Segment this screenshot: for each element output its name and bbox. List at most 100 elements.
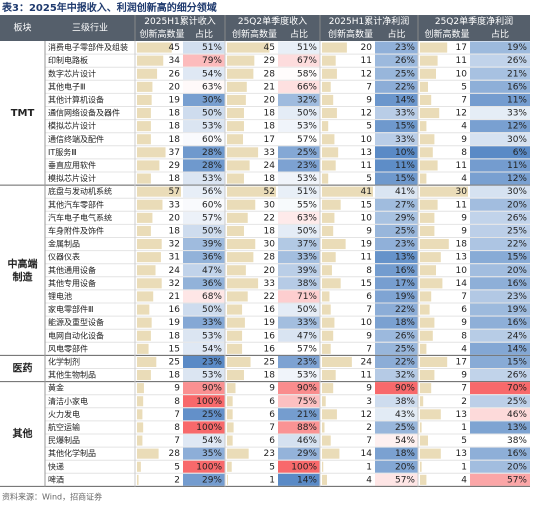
count-value: 33 (169, 200, 180, 210)
count-value: 5 (269, 462, 275, 472)
count-bar (322, 252, 336, 263)
industry-name: 通信终端及配件 (48, 134, 104, 144)
share-cell (470, 434, 530, 447)
share-cell (278, 54, 320, 67)
count-bar (420, 356, 448, 367)
share-value: 15% (395, 122, 415, 132)
count-value: 19 (264, 318, 276, 328)
share-cell (183, 172, 225, 185)
count-value: 18 (169, 174, 181, 184)
count-value: 11 (456, 200, 467, 210)
count-bar (322, 330, 334, 341)
count-bar (420, 160, 438, 171)
share-value: 28% (202, 161, 222, 171)
sector-name: 其他 (13, 427, 33, 440)
count-bar (227, 81, 247, 92)
share-cell (183, 382, 225, 395)
share-cell (183, 277, 225, 290)
header-cell: 创新高数量 (424, 28, 469, 40)
share-value: 57% (297, 344, 317, 354)
share-cell (375, 447, 418, 460)
share-value: 15% (507, 253, 527, 263)
industry-name: 能源及重型设备 (48, 317, 104, 327)
count-bar (227, 225, 244, 236)
count-value: 12 (456, 109, 467, 119)
count-value: 18 (169, 331, 181, 341)
share-cell (183, 251, 225, 264)
count-value: 22 (264, 213, 275, 223)
count-bar (227, 134, 244, 145)
share-value: 22% (395, 305, 415, 315)
share-cell (183, 369, 225, 382)
count-value: 6 (461, 305, 467, 315)
share-cell (470, 80, 530, 93)
count-value: 16 (264, 344, 276, 354)
count-value: 2 (461, 397, 467, 407)
count-value: 4 (461, 174, 467, 184)
count-bar (420, 304, 430, 315)
count-bar (420, 265, 436, 276)
count-bar (322, 173, 329, 184)
count-value: 11 (361, 56, 372, 66)
industry-name: 家电零部件Ⅲ (48, 304, 94, 314)
count-value: 2 (174, 475, 180, 485)
share-cell (278, 41, 320, 54)
share-cell (470, 159, 530, 172)
share-value: 37% (297, 240, 317, 250)
share-value: 29% (202, 475, 222, 485)
share-value: 23% (507, 292, 527, 302)
count-bar (420, 81, 428, 92)
count-bar (322, 356, 352, 367)
header-cell: 占比 (491, 28, 509, 40)
share-value: 63% (297, 213, 317, 223)
count-bar (322, 291, 330, 302)
industry-name: 电网自动化设备 (48, 330, 104, 340)
share-cell (183, 93, 225, 106)
count-value: 25 (264, 357, 275, 367)
share-value: 100% (291, 462, 317, 472)
share-cell (470, 447, 530, 460)
share-value: 75% (297, 397, 317, 407)
count-value: 20 (361, 43, 373, 53)
share-value: 90% (297, 384, 317, 394)
share-value: 12% (507, 174, 527, 184)
count-bar (322, 225, 334, 236)
share-cell (470, 67, 530, 80)
header-cell: 创新高数量 (328, 28, 373, 40)
share-value: 26% (395, 56, 415, 66)
share-cell (183, 264, 225, 277)
share-value: 17% (395, 279, 415, 289)
count-bar (137, 160, 160, 171)
share-cell (375, 185, 418, 198)
share-cell (375, 382, 418, 395)
count-value: 18 (264, 174, 276, 184)
count-bar (137, 330, 151, 341)
share-cell (470, 185, 530, 198)
count-bar (227, 330, 243, 341)
industry-name: 黄金 (48, 383, 64, 393)
share-cell (375, 120, 418, 133)
count-value: 14 (361, 449, 373, 459)
count-bar (227, 448, 249, 459)
count-bar (322, 422, 325, 433)
industry-name: 其他通用设备 (48, 265, 96, 275)
share-value: 53% (202, 174, 222, 184)
share-cell (183, 211, 225, 224)
count-bar (322, 68, 337, 79)
share-value: 18% (395, 318, 415, 328)
share-cell (375, 54, 418, 67)
share-cell (278, 67, 320, 80)
count-bar (227, 252, 254, 263)
count-bar (137, 304, 150, 315)
count-bar (420, 42, 448, 53)
industry-name: 其他计算机设备 (48, 94, 104, 104)
count-value: 16 (264, 331, 276, 341)
industry-name: 数字芯片设计 (48, 68, 96, 78)
share-cell (375, 329, 418, 342)
industry-name: 车身附件及饰件 (48, 225, 104, 235)
share-cell (375, 211, 418, 224)
count-bar (420, 474, 427, 485)
count-value: 23 (264, 449, 275, 459)
count-value: 18 (169, 226, 181, 236)
count-bar (420, 134, 435, 145)
